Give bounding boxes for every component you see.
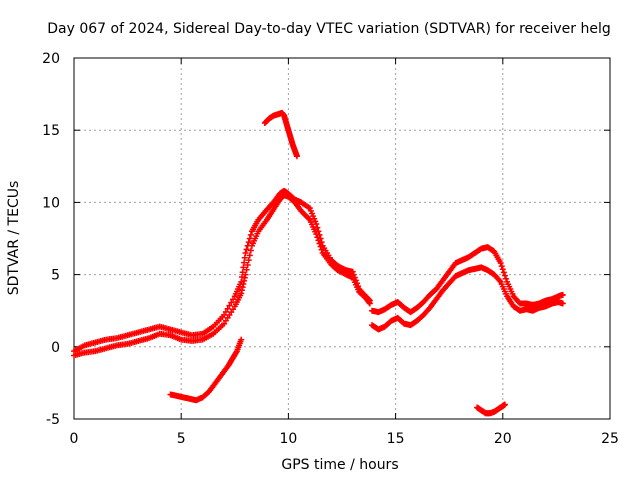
y-tick-label: 10 [42,195,60,211]
x-tick-label: 15 [387,431,405,447]
data-point [221,312,228,319]
x-tick-label: 5 [177,431,186,447]
grid [74,58,610,419]
x-tick-label: 0 [70,431,79,447]
data-point [349,268,356,275]
data-point [316,240,323,247]
data-point [503,275,510,282]
series-mid-lower [369,264,566,333]
data-point [247,247,254,254]
data-point [314,234,321,241]
series-negative-arc [167,336,245,404]
data-point [243,266,250,273]
x-tick-label: 25 [601,431,619,447]
y-tick-label: 0 [51,340,60,356]
data-point [315,237,322,244]
series-main-lower [71,192,373,359]
data-point [499,266,506,273]
data-point [500,269,507,276]
x-tick-label: 20 [494,431,512,447]
data-point [245,257,252,264]
series-upper-arc [261,109,300,160]
data-point [247,231,254,238]
data-point [318,246,325,253]
data-point [226,302,233,309]
data-point [366,300,373,307]
data-point [496,277,503,284]
y-tick-label: 20 [42,51,60,67]
y-axis-label: SDTVAR / TECUs [6,181,22,296]
data-point [238,336,245,343]
data-point [498,263,505,270]
data-point [293,153,300,160]
series-mid-upper [369,244,566,316]
data-point [230,296,237,303]
data-point [501,401,508,408]
series-main-upper [71,187,373,355]
series-late-negative [474,401,508,417]
data-point [244,261,251,268]
data-point [224,305,231,312]
x-tick-label: 10 [279,431,297,447]
data-point [313,231,320,238]
data-point [245,239,252,246]
data-point [228,299,235,306]
x-axis-label: GPS time / hours [281,457,398,473]
plot-frame [73,57,611,420]
data-point [497,260,504,267]
chart-title: Day 067 of 2024, Sidereal Day-to-day VTE… [47,21,610,37]
y-tick-label: 15 [42,123,60,139]
data-point [317,243,324,250]
data-point [242,271,249,278]
data-point [246,252,253,259]
axis-ticks: 0 5 10 15 20 25 -5 0 5 10 15 20 [42,51,619,447]
data-point [559,300,566,307]
y-tick-label: 5 [51,268,60,284]
data-point [243,246,250,253]
data-point [246,235,253,242]
data-point [501,272,508,279]
data-point [242,249,249,256]
data-points [71,109,566,417]
data-point [559,291,566,298]
data-point [222,308,229,315]
y-tick-label: -5 [46,412,60,428]
